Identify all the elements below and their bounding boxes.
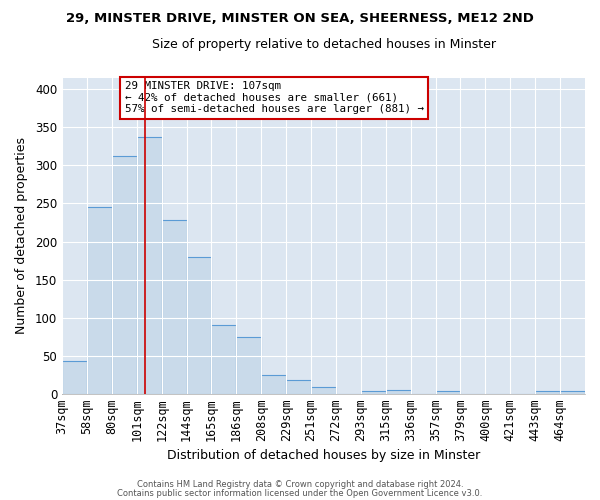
Bar: [261, 374, 286, 394]
Text: Contains public sector information licensed under the Open Government Licence v3: Contains public sector information licen…: [118, 488, 482, 498]
Bar: [436, 392, 460, 394]
Text: 29, MINSTER DRIVE, MINSTER ON SEA, SHEERNESS, ME12 2ND: 29, MINSTER DRIVE, MINSTER ON SEA, SHEER…: [66, 12, 534, 26]
Bar: [62, 361, 87, 394]
X-axis label: Distribution of detached houses by size in Minster: Distribution of detached houses by size …: [167, 450, 480, 462]
Text: 29 MINSTER DRIVE: 107sqm
← 42% of detached houses are smaller (661)
57% of semi-: 29 MINSTER DRIVE: 107sqm ← 42% of detach…: [125, 81, 424, 114]
Bar: [211, 325, 236, 394]
Text: Contains HM Land Registry data © Crown copyright and database right 2024.: Contains HM Land Registry data © Crown c…: [137, 480, 463, 489]
Title: Size of property relative to detached houses in Minster: Size of property relative to detached ho…: [152, 38, 496, 51]
Bar: [311, 386, 336, 394]
Bar: [386, 390, 410, 394]
Bar: [87, 208, 112, 394]
Bar: [137, 136, 161, 394]
Bar: [286, 380, 311, 394]
Bar: [236, 336, 261, 394]
Bar: [112, 156, 137, 394]
Bar: [187, 256, 211, 394]
Bar: [560, 392, 585, 394]
Bar: [361, 390, 386, 394]
Y-axis label: Number of detached properties: Number of detached properties: [15, 138, 28, 334]
Bar: [535, 392, 560, 394]
Bar: [161, 220, 187, 394]
